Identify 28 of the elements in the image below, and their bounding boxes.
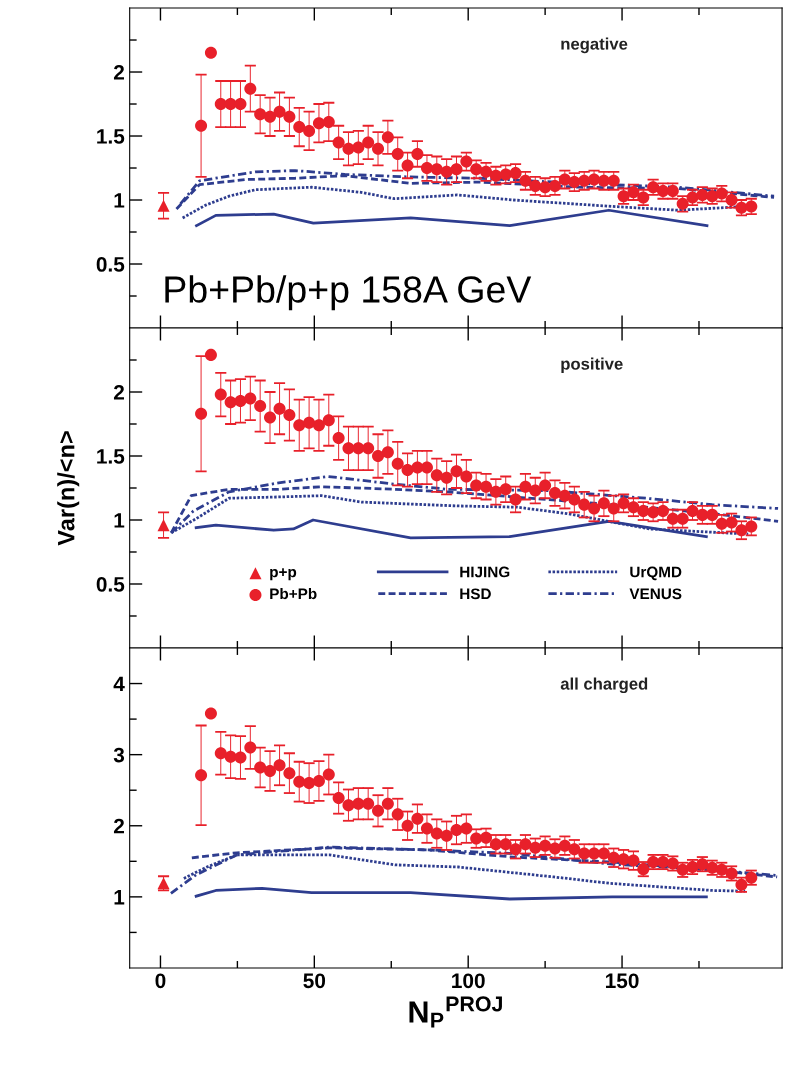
annotation: positive	[561, 357, 623, 374]
y-tick-label: 2	[113, 385, 124, 400]
y-tick-label: 2	[113, 818, 124, 834]
legend-label: HIJING	[460, 566, 510, 578]
y-tick-label: 1.5	[97, 129, 125, 144]
y-tick-label: 2	[113, 65, 124, 80]
legend-label: VENUS	[629, 588, 682, 600]
y-tick-label: 1	[114, 890, 125, 905]
x-tick-label: 0	[155, 973, 166, 989]
x-tick-label: 150	[605, 973, 639, 989]
legend-label: HSD	[460, 588, 491, 600]
annotation: Pb+Pb/p+p 158A GeV	[165, 275, 532, 311]
y-tick-label: 0.5	[96, 577, 125, 592]
legend-label: p+p	[270, 568, 297, 581]
y-tick-label: 0.5	[96, 257, 125, 272]
x-tick-label: 100	[452, 973, 485, 989]
x-axis-title: N$_{P}$$^{PROJ}$	[409, 996, 502, 1028]
y-tick-label: 1	[114, 513, 125, 528]
y-tick-label: 3	[113, 747, 125, 763]
annotation: all charged	[560, 677, 648, 694]
y-tick-label: 4	[113, 676, 125, 692]
legend-label: UrQMD	[630, 566, 682, 581]
x-tick-label: 50	[303, 973, 326, 989]
y-tick-label: 1	[114, 193, 125, 208]
legend-label: Pb+Pb	[270, 588, 317, 600]
y-axis-title: Var(n)/<n>	[57, 431, 80, 546]
y-tick-label: 1.5	[97, 449, 125, 464]
annotation: negative	[561, 37, 628, 54]
